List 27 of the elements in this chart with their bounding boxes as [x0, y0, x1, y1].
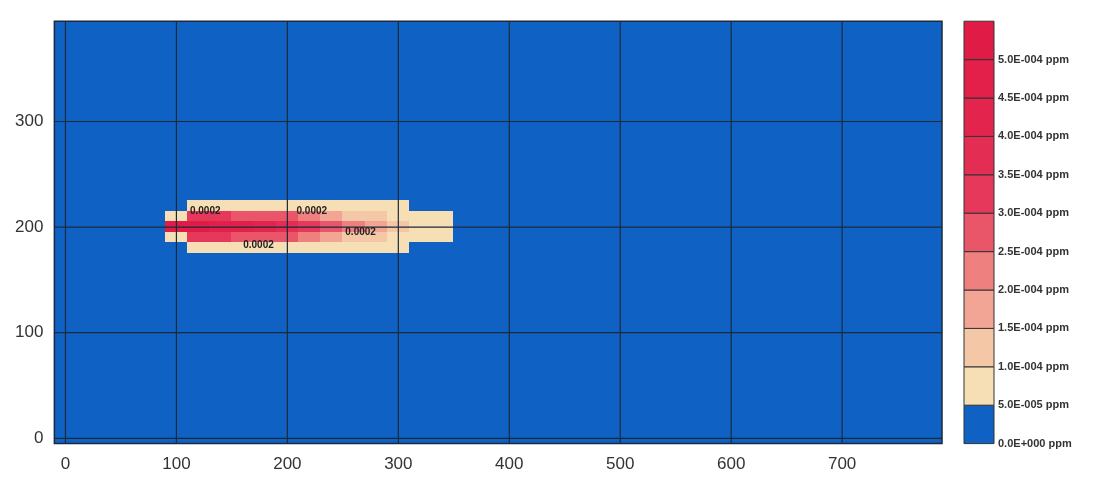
color-bar-label: 4.0E-004 ppm [998, 129, 1070, 142]
annotation: 0.0002 [243, 238, 275, 250]
annotation: 0.0002 [189, 205, 221, 217]
y-tick-label: 300 [14, 111, 44, 131]
x-tick-label: 200 [273, 454, 302, 474]
x-tick-label: 600 [717, 454, 746, 474]
color-bar-label: 4.5E-004 ppm [998, 91, 1070, 104]
color-bar-label: 2.5E-004 ppm [998, 244, 1070, 257]
annotation: 0.0002 [345, 226, 377, 238]
x-tick-label: 100 [162, 454, 191, 474]
color-bar-label: 2.0E-004 ppm [998, 283, 1070, 296]
y-tick-label: 200 [14, 216, 44, 236]
x-tick-label: 700 [827, 454, 857, 474]
x-tick-label: 400 [495, 454, 524, 474]
color-bar-label: 5.0E-004 ppm [998, 52, 1070, 65]
y-tick-label: 0 [33, 428, 44, 448]
color-bar-label: 1.0E-004 ppm [998, 359, 1070, 372]
color-bar-label: 3.5E-004 ppm [998, 167, 1070, 180]
color-bar-label: 0.0E+000 ppm [998, 436, 1072, 449]
color-bar-label: 1.5E-004 ppm [998, 321, 1070, 334]
y-tick-label: 100 [14, 322, 44, 342]
x-tick-label: 0 [60, 454, 71, 474]
annotation: 0.0002 [296, 205, 328, 217]
color-bar-label: 5.0E-005 ppm [998, 398, 1070, 411]
x-tick-label: 500 [606, 454, 635, 474]
x-tick-label: 300 [384, 454, 413, 474]
color-bar-label: 3.0E-004 ppm [998, 206, 1070, 219]
